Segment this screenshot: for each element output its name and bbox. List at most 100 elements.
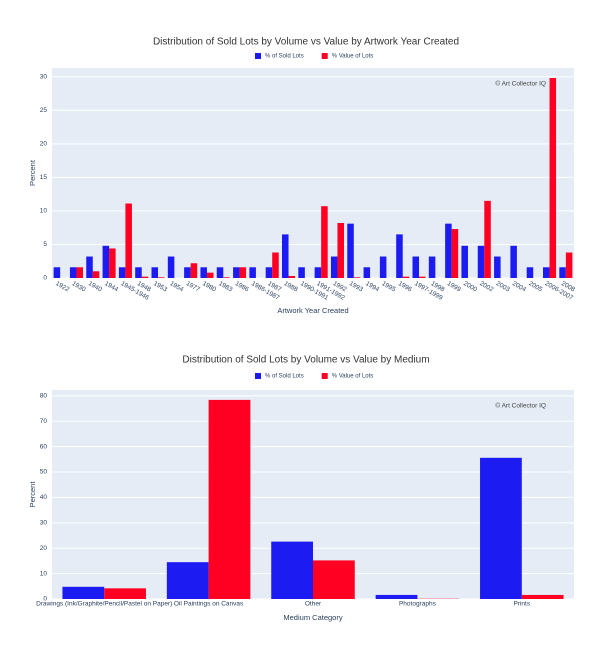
bar: [109, 248, 116, 278]
bar: [353, 277, 361, 278]
bar: [565, 252, 573, 278]
y-tick-label: 80: [40, 393, 48, 400]
x-tick-label: 1983: [217, 280, 233, 293]
y-tick-label: 0: [43, 596, 47, 603]
bar: [53, 267, 61, 278]
bar: [521, 594, 564, 599]
x-axis-title: Artwork Year Created: [277, 306, 348, 315]
y-tick-label: 10: [40, 570, 48, 577]
legend-label: % of Sold Lots: [265, 54, 304, 60]
bar: [363, 267, 371, 278]
bar: [314, 267, 322, 278]
bar: [141, 276, 149, 278]
bar: [69, 267, 77, 278]
bar: [265, 267, 273, 278]
bar: [62, 586, 105, 599]
x-tick-label: 2005: [527, 280, 543, 293]
x-tick-label: 2000: [462, 280, 478, 293]
legend-swatch: [321, 373, 328, 379]
y-tick-label: 0: [43, 275, 47, 282]
x-tick-label: 1999: [446, 280, 462, 293]
bar: [135, 267, 142, 278]
x-tick-label: Oil Paintings on Canvas: [174, 601, 244, 608]
bar: [190, 263, 198, 278]
bar: [184, 267, 191, 278]
x-tick-label: 1954: [168, 280, 184, 293]
bar: [208, 399, 251, 599]
x-tick-label: 1922: [54, 280, 70, 293]
x-tick-label: 1993: [348, 280, 364, 293]
x-tick-label: 1995: [381, 280, 397, 293]
bar: [151, 267, 159, 278]
bar: [223, 277, 230, 278]
x-tick-label: 2004: [511, 280, 527, 293]
bar: [200, 267, 207, 278]
bar: [419, 276, 426, 278]
chart-title: Distribution of Sold Lots by Volume vs V…: [153, 37, 459, 48]
bar: [92, 271, 100, 278]
x-tick-label: Prints: [513, 601, 530, 608]
legend-swatch: [321, 53, 328, 59]
x-tick-label: Photographs: [399, 601, 437, 608]
bar: [272, 252, 279, 278]
bar: [494, 256, 501, 278]
bar: [526, 267, 534, 278]
y-tick-label: 10: [40, 208, 48, 215]
bar: [233, 267, 240, 278]
y-tick-label: 25: [40, 107, 48, 114]
bar: [347, 223, 354, 278]
annotation: © Art Collector IQ: [495, 402, 546, 410]
bar: [288, 275, 296, 278]
x-tick-label: 1953: [152, 280, 168, 293]
bar: [451, 229, 459, 278]
bar: [461, 245, 468, 278]
x-tick-label: 1944: [103, 280, 119, 293]
legend-label: % Value of Lots: [332, 374, 374, 380]
bar: [321, 206, 328, 278]
y-tick-label: 20: [40, 141, 48, 148]
x-axis-title: Medium Category: [283, 613, 342, 622]
bar: [86, 256, 93, 278]
bar: [271, 541, 313, 599]
legend-swatch: [255, 373, 261, 379]
bar: [402, 276, 410, 278]
x-tick-label: 1988: [283, 280, 299, 293]
bar: [313, 560, 355, 599]
bar: [375, 594, 418, 599]
bar: [445, 223, 452, 278]
bar: [282, 234, 289, 278]
annotation: © Art Collector IQ: [495, 80, 546, 88]
bar: [412, 256, 420, 278]
bar: [249, 267, 256, 278]
x-tick-label: 1994: [364, 280, 380, 293]
bar: [477, 245, 485, 278]
bar: [158, 277, 165, 278]
bar: [118, 267, 126, 278]
x-tick-label: 1986: [234, 280, 250, 293]
x-tick-label: 2002: [478, 280, 494, 293]
bar: [298, 267, 305, 278]
bar: [559, 267, 566, 278]
x-tick-label: 1996: [397, 280, 413, 293]
bar: [549, 78, 557, 278]
bar: [330, 256, 338, 278]
y-tick-label: 20: [40, 545, 48, 552]
x-tick-label: Drawings (Ink/Graphite/Pencil/Pastel on …: [36, 601, 172, 608]
bar: [206, 272, 214, 278]
bar: [76, 267, 83, 278]
y-tick-label: 40: [40, 494, 48, 501]
x-tick-label: 1930: [71, 280, 87, 293]
y-tick-label: 50: [40, 469, 48, 476]
chart-title: Distribution of Sold Lots by Volume vs V…: [182, 355, 429, 366]
y-tick-label: 70: [40, 418, 48, 425]
x-tick-label: 2003: [495, 280, 511, 293]
x-tick-label: Other: [305, 601, 322, 608]
bar: [167, 256, 175, 278]
bar: [510, 245, 517, 278]
x-tick-label: 1980: [201, 280, 217, 293]
legend-swatch: [255, 53, 261, 59]
bar: [166, 562, 209, 599]
bar: [379, 256, 387, 278]
x-tick-label: 1977: [185, 280, 201, 293]
